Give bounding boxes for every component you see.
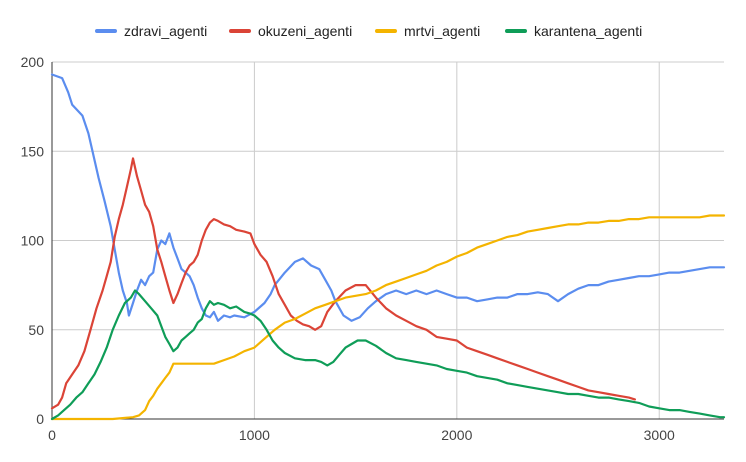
legend: zdravi_agenti okuzeni_agenti mrtvi_agenti k… bbox=[95, 23, 642, 39]
series-line-mrtvi-agenti bbox=[50, 214, 726, 421]
y-tick-label: 100 bbox=[21, 233, 45, 249]
legend-label-karantena-agenti: karantena_agenti bbox=[534, 23, 642, 39]
grid bbox=[52, 61, 724, 419]
y-tick-label: 50 bbox=[28, 322, 44, 338]
series-line-karantena-agenti bbox=[50, 289, 726, 421]
series-group bbox=[50, 73, 726, 421]
legend-label-mrtvi-agenti: mrtvi_agenti bbox=[404, 23, 480, 39]
x-tick-label: 1000 bbox=[239, 427, 270, 443]
x-tick-label: 2000 bbox=[441, 427, 472, 443]
x-tick-label: 0 bbox=[48, 427, 56, 443]
y-tick-label: 150 bbox=[21, 143, 45, 159]
y-tick-label: 0 bbox=[36, 411, 44, 427]
legend-label-okuzeni-agenti: okuzeni_agenti bbox=[258, 23, 352, 39]
x-tick-label: 3000 bbox=[644, 427, 675, 443]
y-tick-label: 200 bbox=[21, 54, 45, 70]
series-line-okuzeni-agenti bbox=[50, 157, 636, 410]
legend-label-zdravi-agenti: zdravi_agenti bbox=[124, 23, 207, 39]
series-line-zdravi-agenti bbox=[50, 73, 726, 322]
